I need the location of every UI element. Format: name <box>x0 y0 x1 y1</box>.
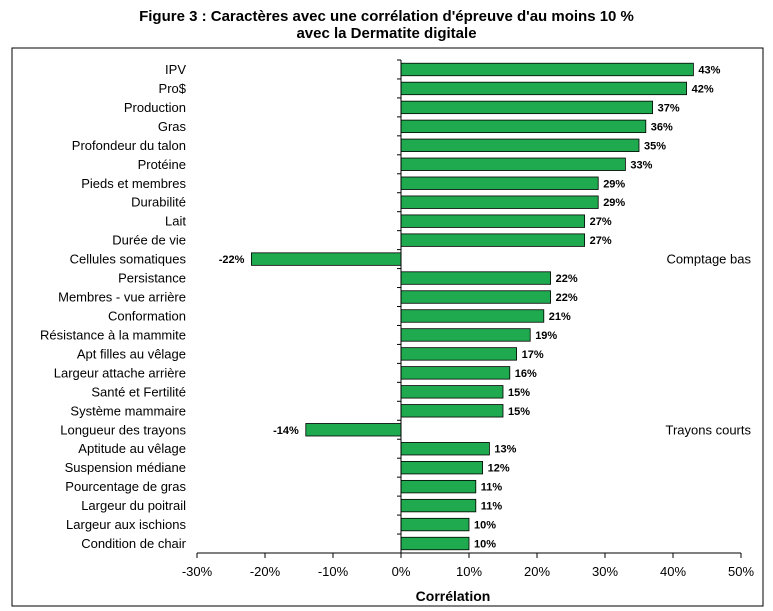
category-label: Conformation <box>108 308 186 323</box>
bars-group <box>250 62 694 551</box>
x-tick-label: 50% <box>728 564 754 579</box>
bar <box>400 100 654 115</box>
bar <box>400 271 552 285</box>
category-label: Suspension médiane <box>65 460 186 475</box>
category-label: Cellules somatiques <box>70 252 187 267</box>
x-tick-label: 30% <box>592 564 618 579</box>
data-label: -14% <box>273 425 299 437</box>
category-label: Aptitude au vêlage <box>78 441 186 456</box>
bar <box>400 62 694 77</box>
bar <box>400 479 477 494</box>
data-label: 29% <box>603 178 625 190</box>
data-label: 11% <box>481 501 503 513</box>
data-label: 27% <box>590 235 612 247</box>
x-tick-label: 10% <box>456 564 482 579</box>
category-label: Durée de vie <box>112 233 186 248</box>
x-tick-label: -10% <box>318 564 349 579</box>
chart-title-line-1: Figure 3 : Caractères avec une corrélati… <box>139 8 634 25</box>
data-label: 37% <box>658 102 680 114</box>
data-label: 19% <box>535 330 557 342</box>
data-label: 35% <box>644 140 666 152</box>
bar <box>400 404 504 418</box>
category-label: Système mammaire <box>70 403 186 418</box>
data-labels-group: 43% 42% 37% 36% 35% 33% 29% 29% 27% 27% -22% 22% 22%… <box>219 64 721 550</box>
x-axis-group: -30% -20% -10% 0% 10% 20% 30% 40% 50% <box>182 59 754 579</box>
annotation: Comptage bas <box>666 252 751 267</box>
category-label: Largeur attache arrière <box>54 365 186 380</box>
x-axis-label: Corrélation <box>416 588 491 604</box>
bar <box>400 195 599 209</box>
plot-frame <box>11 47 764 607</box>
data-label: 43% <box>698 64 720 76</box>
bar <box>400 517 470 532</box>
category-label: Durabilité <box>131 195 186 210</box>
category-label: Protéine <box>138 157 186 172</box>
data-label: 22% <box>556 292 578 304</box>
data-label: -22% <box>219 254 245 266</box>
category-label: Condition de chair <box>81 536 186 551</box>
data-label: 10% <box>474 539 496 551</box>
x-tick-label: 0% <box>392 564 411 579</box>
annotations-group: Comptage bas Trayons courts <box>666 252 752 438</box>
category-label: Lait <box>165 214 186 229</box>
x-tick-label: -30% <box>182 564 213 579</box>
data-label: 29% <box>603 197 625 209</box>
category-label: Persistance <box>118 271 186 286</box>
data-label: 42% <box>692 83 714 95</box>
annotation: Trayons courts <box>666 422 752 437</box>
data-label: 33% <box>630 159 652 171</box>
category-label: Santé et Fertilité <box>91 384 186 399</box>
data-label: 36% <box>651 121 673 133</box>
bar <box>400 119 647 134</box>
category-label: Pieds et membres <box>81 176 186 191</box>
bar <box>400 309 545 323</box>
bar <box>400 214 586 228</box>
category-label: Apt filles au vêlage <box>77 346 186 361</box>
bar <box>305 423 402 437</box>
bar <box>400 81 688 96</box>
data-label: 22% <box>556 273 578 285</box>
bar <box>400 366 511 380</box>
data-label: 10% <box>474 520 496 532</box>
bar <box>400 442 490 456</box>
bar <box>400 347 517 361</box>
category-labels-group: IPV Pro$ Production Gras Profondeur du talon… <box>40 62 187 551</box>
category-label: IPV <box>165 62 186 77</box>
x-tick-label: 20% <box>524 564 550 579</box>
x-tick-label: 40% <box>660 564 686 579</box>
bar <box>250 252 402 266</box>
data-label: 17% <box>522 349 544 361</box>
bar <box>400 328 531 342</box>
category-label: Pro$ <box>159 81 187 96</box>
category-label: Gras <box>158 119 187 134</box>
bar <box>400 290 552 304</box>
category-label: Longueur des trayons <box>60 422 186 437</box>
bar <box>400 498 477 513</box>
category-label: Largeur aux ischions <box>66 517 186 532</box>
bar <box>400 157 626 171</box>
category-label: Résistance à la mammite <box>40 327 186 342</box>
category-label: Production <box>124 100 186 115</box>
bar <box>400 385 504 399</box>
bar <box>400 461 483 475</box>
x-tick-label: -20% <box>250 564 281 579</box>
bar <box>400 176 599 190</box>
data-label: 11% <box>481 482 503 494</box>
category-label: Pourcentage de gras <box>65 479 186 494</box>
data-label: 12% <box>488 463 510 475</box>
category-label: Membres - vue arrière <box>58 290 186 305</box>
category-label: Largeur du poitrail <box>81 498 186 513</box>
category-label: Profondeur du talon <box>72 138 186 153</box>
data-label: 27% <box>590 216 612 228</box>
data-label: 15% <box>508 406 530 418</box>
chart-title-line-2: avec la Dermatite digitale <box>296 25 477 42</box>
bar <box>400 536 470 551</box>
data-label: 15% <box>508 387 530 399</box>
data-label: 21% <box>549 311 571 323</box>
bar <box>400 233 586 247</box>
bar <box>400 138 640 152</box>
data-label: 13% <box>494 444 516 456</box>
data-label: 16% <box>515 368 537 380</box>
